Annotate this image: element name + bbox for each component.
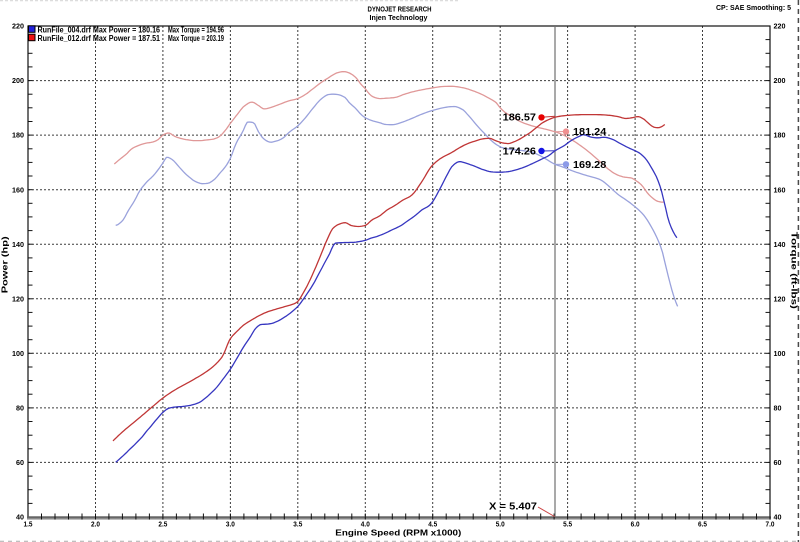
svg-text:Engine Speed (RPM x1000): Engine Speed (RPM x1000) bbox=[335, 528, 461, 538]
svg-text:1.5: 1.5 bbox=[24, 520, 33, 529]
svg-text:140: 140 bbox=[774, 240, 786, 249]
svg-text:180: 180 bbox=[12, 131, 24, 140]
svg-text:60: 60 bbox=[16, 458, 24, 467]
svg-text:3.5: 3.5 bbox=[293, 520, 302, 529]
svg-text:220: 220 bbox=[12, 22, 24, 31]
svg-text:Max Torque = 203.19: Max Torque = 203.19 bbox=[168, 34, 224, 43]
svg-text:174.26: 174.26 bbox=[503, 146, 536, 158]
svg-text:2.0: 2.0 bbox=[91, 520, 100, 529]
svg-text:160: 160 bbox=[12, 185, 24, 194]
svg-text:3.0: 3.0 bbox=[226, 520, 235, 529]
svg-text:40: 40 bbox=[16, 513, 24, 522]
svg-text:Max Torque = 194.96: Max Torque = 194.96 bbox=[168, 25, 224, 34]
svg-text:200: 200 bbox=[12, 76, 24, 85]
svg-text:7.0: 7.0 bbox=[766, 520, 775, 529]
svg-text:60: 60 bbox=[774, 458, 782, 467]
svg-text:220: 220 bbox=[774, 22, 786, 31]
svg-text:5.0: 5.0 bbox=[496, 520, 505, 529]
svg-text:4.5: 4.5 bbox=[428, 520, 437, 529]
svg-text:100: 100 bbox=[774, 349, 786, 358]
svg-text:RunFile_012.drf Max Power = 18: RunFile_012.drf Max Power = 187.51 bbox=[38, 34, 161, 43]
svg-text:RunFile_004.drf Max Power = 18: RunFile_004.drf Max Power = 180.16 bbox=[38, 25, 161, 34]
svg-text:80: 80 bbox=[16, 404, 24, 413]
svg-text:200: 200 bbox=[774, 76, 786, 85]
svg-text:80: 80 bbox=[774, 404, 782, 413]
svg-text:120: 120 bbox=[12, 294, 24, 303]
svg-text:40: 40 bbox=[774, 513, 782, 522]
svg-text:180: 180 bbox=[774, 131, 786, 140]
svg-text:6.0: 6.0 bbox=[631, 520, 640, 529]
svg-text:6.5: 6.5 bbox=[698, 520, 707, 529]
svg-text:Torque (ft-lbs): Torque (ft-lbs) bbox=[790, 232, 799, 309]
svg-text:100: 100 bbox=[12, 349, 24, 358]
svg-text:CP: SAE Smoothing: 5: CP: SAE Smoothing: 5 bbox=[716, 3, 791, 12]
svg-text:4.0: 4.0 bbox=[361, 520, 370, 529]
svg-text:2.5: 2.5 bbox=[158, 520, 167, 529]
svg-text:186.57: 186.57 bbox=[503, 112, 536, 124]
svg-text:140: 140 bbox=[12, 240, 24, 249]
svg-text:181.24: 181.24 bbox=[573, 126, 606, 138]
svg-text:5.5: 5.5 bbox=[563, 520, 572, 529]
svg-text:120: 120 bbox=[774, 294, 786, 303]
svg-text:169.28: 169.28 bbox=[573, 159, 606, 171]
svg-text:Power (hp): Power (hp) bbox=[1, 236, 10, 293]
svg-text:DYNOJET RESEARCH: DYNOJET RESEARCH bbox=[368, 5, 432, 14]
svg-text:X = 5.407: X = 5.407 bbox=[489, 501, 537, 513]
svg-text:Injen Technology: Injen Technology bbox=[370, 13, 429, 22]
svg-text:160: 160 bbox=[774, 185, 786, 194]
